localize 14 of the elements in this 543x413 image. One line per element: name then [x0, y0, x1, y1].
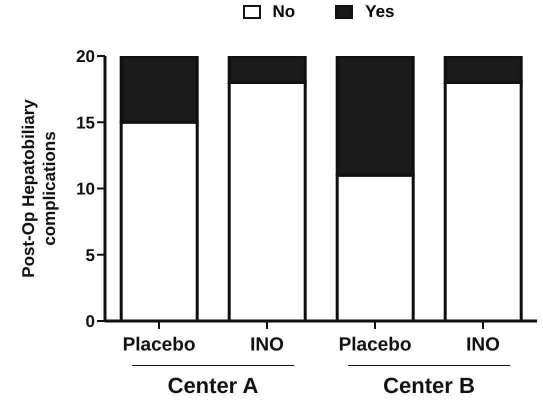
y-tick-label: 0	[86, 312, 95, 332]
x-tick-label: Placebo	[338, 334, 412, 356]
legend-label: No	[272, 2, 296, 22]
text: Center A	[166, 373, 260, 399]
y-tick-label: 5	[86, 246, 95, 265]
text: Center B	[382, 373, 476, 399]
x-tick-label: INO	[466, 334, 500, 356]
y-tick-label: 15	[76, 113, 95, 132]
y-tick-label: 20	[76, 47, 95, 66]
x-tick-label: Placebo	[122, 334, 196, 356]
y-axis-title: Post-Op Hepatobiliary complications	[19, 98, 59, 278]
y-tick-label: 10	[76, 180, 95, 199]
legend-label: Yes	[365, 2, 394, 22]
x-tick-label: INO	[250, 334, 284, 356]
